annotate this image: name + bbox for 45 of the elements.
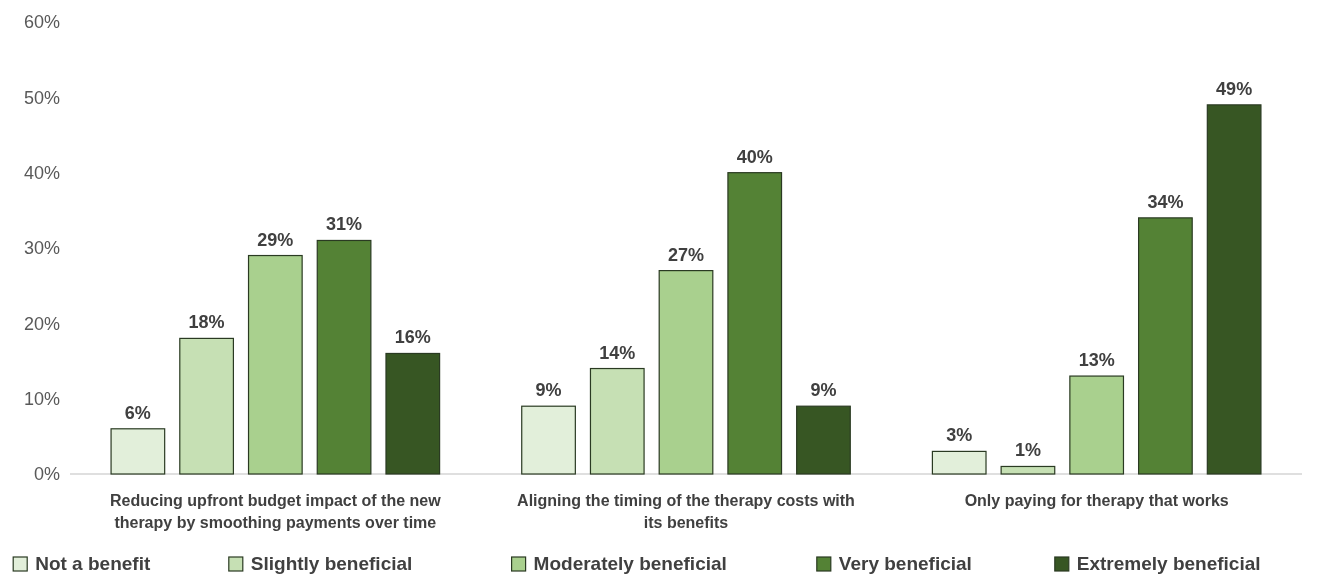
data-label: 3% xyxy=(946,425,973,446)
y-tick-label: 40% xyxy=(23,162,60,183)
bar xyxy=(1137,217,1193,475)
y-tick-label: 10% xyxy=(23,388,60,409)
legend-label: Moderately beneficial xyxy=(533,553,727,574)
legend-label: Extremely beneficial xyxy=(1076,553,1261,574)
bar xyxy=(796,405,851,475)
x-tick-label: Aligning the timing of the therapy costs with its benefits xyxy=(517,492,855,531)
y-tick-label: 20% xyxy=(23,313,60,334)
data-label: 27% xyxy=(667,244,705,265)
data-label: 34% xyxy=(1147,191,1184,212)
data-label: 9% xyxy=(810,380,837,401)
data-label: 6% xyxy=(124,402,151,423)
y-tick-label: 0% xyxy=(33,464,60,485)
data-label: 13% xyxy=(1078,350,1115,371)
data-label: 14% xyxy=(599,342,636,363)
x-tick-label: Only paying for therapy that works xyxy=(964,492,1229,509)
bar xyxy=(385,352,441,475)
y-tick-label: 50% xyxy=(23,87,60,108)
data-label: 29% xyxy=(257,229,294,250)
bar xyxy=(1206,104,1262,475)
bar xyxy=(316,239,372,475)
legend-label: Not a benefit xyxy=(35,553,151,574)
bar xyxy=(110,428,166,475)
data-label: 9% xyxy=(535,380,562,401)
data-label: 16% xyxy=(394,327,431,348)
legend-label: Very beneficial xyxy=(838,553,972,574)
bar xyxy=(931,450,987,475)
bar xyxy=(658,270,714,475)
data-label: 49% xyxy=(1216,78,1253,99)
data-label: 40% xyxy=(736,146,773,167)
data-label: 31% xyxy=(326,214,363,235)
y-tick-label: 30% xyxy=(23,238,60,259)
bar xyxy=(521,405,576,475)
bar xyxy=(1000,465,1056,475)
legend-label: Slightly beneficial xyxy=(250,553,413,574)
y-tick-label: 60% xyxy=(23,12,60,33)
bar xyxy=(1069,375,1125,475)
bar xyxy=(247,254,303,475)
bar xyxy=(179,337,235,475)
data-label: 18% xyxy=(188,312,225,333)
bar xyxy=(589,367,645,475)
data-label: 1% xyxy=(1014,440,1041,461)
bar xyxy=(727,172,783,475)
x-tick-label: Reducing upfront budget impact of the new therapy by smoothing payments over time xyxy=(110,492,442,531)
